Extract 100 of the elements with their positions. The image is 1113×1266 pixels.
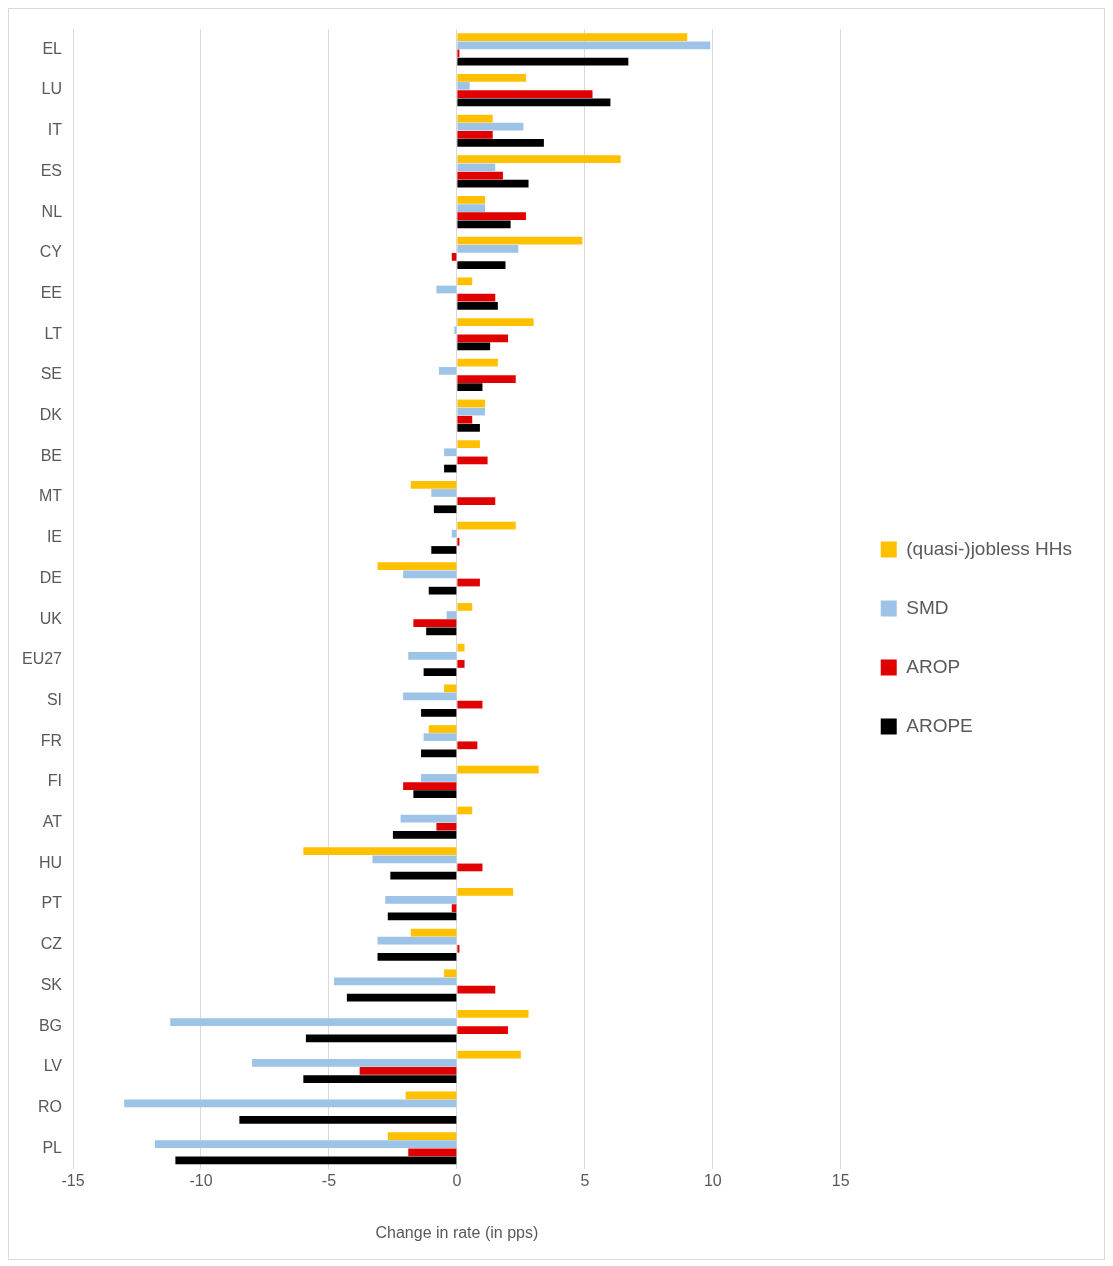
y-tick-label: CZ (40, 935, 63, 953)
bar (124, 1099, 457, 1108)
bar (457, 301, 498, 310)
y-tick-label: SE (40, 365, 63, 383)
bar (457, 887, 514, 896)
bar (457, 1026, 509, 1035)
bar (428, 725, 457, 733)
bar (457, 660, 465, 668)
bar (408, 1148, 457, 1157)
y-tick-label: LT (44, 324, 63, 342)
bar (372, 855, 457, 864)
bar (457, 204, 486, 212)
bar (413, 619, 457, 628)
bar (457, 806, 473, 815)
bar (154, 1140, 457, 1149)
bar (457, 643, 465, 652)
bar (457, 383, 483, 392)
bar (446, 611, 457, 619)
bar (305, 1034, 457, 1043)
bar (457, 318, 534, 326)
bar (457, 171, 503, 180)
bar (403, 782, 457, 790)
bar (457, 82, 470, 90)
bar (457, 163, 496, 172)
bar (387, 912, 457, 921)
bar (405, 1091, 457, 1100)
x-tick-label: 10 (703, 1171, 722, 1189)
bar (377, 953, 457, 961)
x-tick-label: -10 (189, 1171, 213, 1189)
bar (457, 1050, 521, 1059)
bar (457, 33, 688, 42)
bar (423, 733, 457, 742)
y-tick-label: DK (39, 406, 63, 424)
bar (457, 155, 621, 164)
x-tick-label: -15 (61, 1171, 85, 1189)
bar (334, 977, 457, 986)
bar (457, 415, 473, 424)
legend-label: (quasi-)jobless HHs (906, 537, 1073, 559)
bar (457, 700, 483, 709)
bar (390, 871, 457, 880)
bar (457, 1010, 529, 1018)
y-tick-label: BE (40, 446, 63, 464)
bar (457, 114, 493, 123)
y-tick-label: IT (47, 121, 63, 139)
bar (457, 179, 529, 188)
bar (457, 863, 483, 872)
bar (457, 399, 486, 408)
bar (403, 570, 457, 579)
bar (457, 521, 516, 530)
bar (438, 367, 457, 375)
bar (170, 1018, 457, 1026)
bar (457, 423, 480, 432)
bar (457, 456, 488, 465)
y-tick-label: FI (47, 772, 63, 790)
bar (252, 1058, 457, 1067)
bar (413, 790, 457, 799)
bar (457, 407, 486, 416)
bar (421, 708, 457, 717)
bar (457, 765, 539, 774)
bar (359, 1067, 457, 1075)
y-tick-label: EL (42, 39, 63, 57)
y-tick-label: AT (42, 813, 63, 831)
bar (457, 130, 493, 139)
bar (392, 830, 457, 839)
y-tick-label: LV (43, 1057, 63, 1075)
bar (457, 358, 498, 367)
bar (457, 497, 496, 505)
y-tick-label: MT (38, 487, 63, 505)
bar (433, 505, 457, 514)
bar (457, 603, 473, 611)
bar (175, 1156, 457, 1165)
bar (457, 342, 491, 351)
bar (457, 440, 480, 449)
legend-label: AROPE (906, 714, 973, 736)
bar (426, 627, 457, 636)
y-tick-label: CY (39, 243, 63, 261)
bar (444, 684, 457, 693)
bar (403, 692, 457, 701)
bar (457, 122, 524, 131)
bar (436, 285, 457, 294)
x-tick-label: 5 (580, 1171, 590, 1189)
bar (421, 749, 457, 758)
bar (436, 822, 457, 831)
y-tick-label: PT (41, 894, 63, 912)
bar (408, 651, 457, 660)
y-tick-label: UK (39, 609, 63, 627)
bar (454, 326, 457, 335)
bar (457, 139, 544, 147)
bar (421, 774, 457, 782)
y-tick-label: SI (46, 690, 63, 708)
bar (457, 220, 511, 229)
bar (457, 293, 496, 302)
y-tick-label: FR (40, 731, 63, 749)
y-tick-label: LU (41, 80, 63, 98)
y-tick-label: PL (42, 1138, 63, 1156)
y-tick-label: NL (41, 202, 63, 220)
bar (457, 375, 516, 383)
x-tick-label: -5 (321, 1171, 337, 1189)
bar (377, 936, 457, 945)
bar (303, 1075, 457, 1083)
